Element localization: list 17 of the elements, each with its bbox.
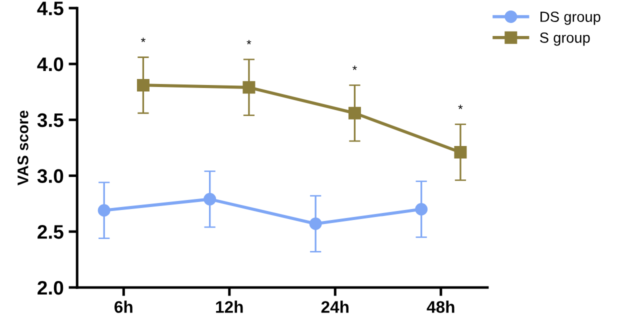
legend-label: DS group (540, 12, 600, 25)
x-tick-label: 48h (426, 300, 454, 313)
annotation: * (352, 66, 357, 70)
y-tick-label: 3.0 (37, 169, 64, 183)
x-tick-label: 12h (216, 300, 243, 313)
y-tick-label: 4.0 (37, 57, 64, 72)
y-tick-label: 4.5 (37, 2, 64, 16)
legend-label: S group (540, 32, 590, 46)
y-tick-label: 2.0 (38, 280, 64, 295)
x-tick-label: 6h (114, 300, 132, 313)
y-axis-title: VAS score (18, 110, 28, 186)
x-tick-label: 24h (321, 300, 348, 313)
y-tick-label: 3.5 (37, 113, 64, 128)
annotation: * (246, 40, 252, 44)
annotation: * (140, 38, 146, 42)
annotation: * (458, 104, 463, 110)
y-tick-label: 2.5 (38, 225, 64, 239)
